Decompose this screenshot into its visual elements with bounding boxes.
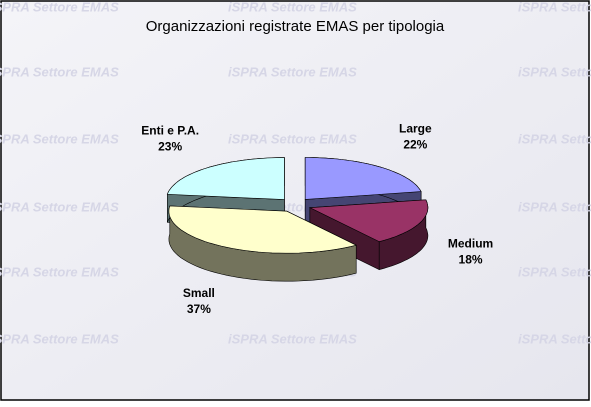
watermark: iSPRA Settore EMAS [0,64,119,79]
slice-value-label: 37% [187,302,211,316]
pie [166,157,429,282]
slice [166,157,285,200]
watermark: iSPRA Settore EMAS [228,0,357,14]
watermark: iSPRA Settore EMAS [518,331,591,346]
watermark: iSPRA Settore EMAS [518,264,591,279]
watermark: iSPRA Settore EMAS [518,199,591,214]
watermark: iSPRA Settore EMAS [518,0,591,14]
slice-label: Small [183,286,215,300]
watermark: iSPRA Settore EMAS [518,64,591,79]
chart-title: Organizzazioni registrate EMAS per tipol… [146,18,445,35]
watermark: iSPRA Settore EMAS [228,131,357,146]
slice-label: Enti e P.A. [141,124,199,138]
watermark: iSPRA Settore EMAS [0,131,119,146]
slice-label: Large [399,122,432,136]
watermark: iSPRA Settore EMAS [0,331,119,346]
watermark: iSPRA Settore EMAS [0,199,119,214]
slice-value-label: 22% [403,138,427,152]
slice-label: Medium [448,236,493,250]
slice-value-label: 23% [158,140,182,154]
watermark: iSPRA Settore EMAS [228,331,357,346]
watermark: iSPRA Settore EMAS [0,264,119,279]
watermark: iSPRA Settore EMAS [518,131,591,146]
watermark: iSPRA Settore EMAS [228,64,357,79]
slice [168,205,358,254]
watermark: iSPRA Settore EMAS [0,0,119,14]
slice-value-label: 18% [459,252,483,266]
slice [308,199,429,242]
slice [304,157,422,200]
